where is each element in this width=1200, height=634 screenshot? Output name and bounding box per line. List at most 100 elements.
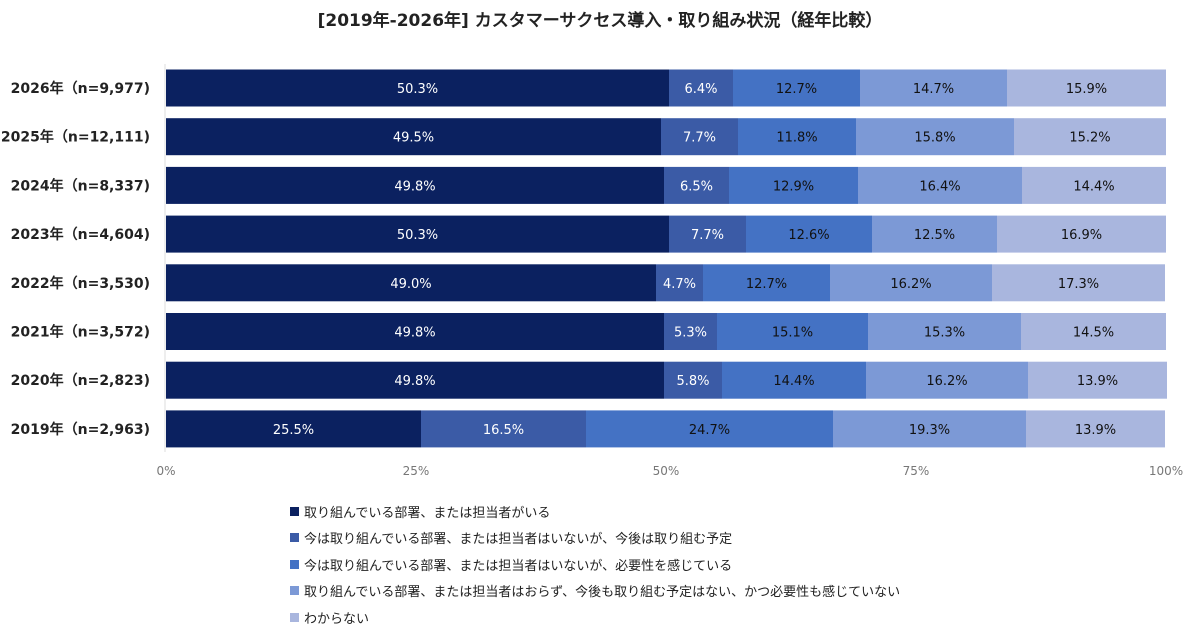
bar-segment	[992, 264, 1165, 302]
bar-segment	[746, 215, 872, 253]
data-label: 16.5%	[483, 423, 524, 438]
bar-segment	[661, 118, 738, 156]
data-label: 19.3%	[909, 423, 950, 438]
bar-segment	[722, 361, 866, 399]
data-label: 15.2%	[1069, 131, 1110, 146]
data-label: 25.5%	[273, 423, 314, 438]
legend-label: わからない	[304, 611, 370, 627]
category-label: 2023年（n=4,604)	[11, 226, 150, 243]
bar-segment	[664, 313, 717, 350]
bar-segment	[997, 215, 1166, 253]
bar-segment	[1007, 69, 1166, 107]
data-label: 15.9%	[1066, 82, 1107, 97]
category-label: 2025年（n=12,111)	[1, 129, 150, 146]
data-label: 12.9%	[773, 179, 814, 194]
bar-segment	[866, 361, 1028, 399]
x-tick-label: 50%	[653, 464, 680, 478]
data-label: 15.8%	[914, 131, 955, 146]
data-label: 12.7%	[746, 277, 787, 292]
bar-segment	[856, 118, 1014, 156]
bar-segment	[1021, 313, 1166, 350]
category-label: 2020年（n=2,823)	[11, 372, 150, 389]
data-label: 15.1%	[772, 326, 813, 341]
data-label: 13.9%	[1075, 423, 1116, 438]
data-label: 50.3%	[397, 228, 438, 243]
legend-label: 今は取り組んでいる部署、または担当者はいないが、今後は取り組む予定	[304, 532, 733, 548]
data-label: 24.7%	[689, 423, 730, 438]
data-label: 15.3%	[924, 326, 965, 341]
bar-segment	[166, 313, 664, 350]
legend-label: 取り組んでいる部署、または担当者はおらず、今後も取り組む予定はない、かつ必要性も…	[304, 585, 901, 601]
bar-segment	[868, 313, 1021, 350]
bar-segment	[166, 69, 669, 107]
data-label: 13.9%	[1077, 374, 1118, 389]
data-label: 14.7%	[913, 82, 954, 97]
bar-segment	[830, 264, 992, 302]
bar-segment	[858, 166, 1022, 204]
bar-segment	[664, 166, 729, 204]
legend-swatch	[290, 559, 299, 569]
bar-segment	[703, 264, 830, 302]
data-label: 7.7%	[683, 131, 716, 146]
bar-segment	[586, 410, 833, 448]
data-label: 50.3%	[397, 82, 438, 97]
data-label: 12.5%	[914, 228, 955, 243]
bar-segment	[833, 410, 1026, 448]
legend: 取り組んでいる部署、または担当者がいる 今は取り組んでいる部署、または担当者はいな…	[290, 498, 900, 631]
data-label: 11.8%	[776, 131, 817, 146]
data-label: 7.7%	[691, 228, 724, 243]
data-label: 16.4%	[919, 179, 960, 194]
bar-segment	[729, 166, 858, 204]
bar-segment	[669, 69, 733, 107]
legend-item: 今は取り組んでいる部署、または担当者はいないが、今後は取り組む予定	[290, 525, 900, 552]
x-tick-label: 0%	[156, 464, 175, 478]
bar-segment	[664, 361, 722, 399]
data-label: 12.7%	[776, 82, 817, 97]
legend-item: 取り組んでいる部署、または担当者がいる	[290, 498, 900, 525]
legend-item: 取り組んでいる部署、または担当者はおらず、今後も取り組む予定はない、かつ必要性も…	[290, 578, 900, 605]
legend-item: 今は取り組んでいる部署、または担当者はいないが、必要性を感じている	[290, 551, 900, 578]
category-label: 2021年（n=3,572)	[11, 324, 150, 341]
bar-segment	[733, 69, 860, 107]
x-tick-label: 75%	[903, 464, 930, 478]
legend-swatch	[290, 506, 299, 516]
bar-segment	[421, 410, 586, 448]
bar-segment	[166, 410, 421, 448]
bar-segment	[1014, 118, 1166, 156]
bar-segment	[860, 69, 1007, 107]
bar-segment	[166, 361, 664, 399]
data-label: 12.6%	[788, 228, 829, 243]
data-label: 16.2%	[890, 277, 931, 292]
bar-segment	[1022, 166, 1166, 204]
category-label: 2026年（n=9,977)	[11, 80, 150, 97]
bar-segment	[872, 215, 997, 253]
data-label: 5.8%	[676, 374, 709, 389]
data-label: 5.3%	[674, 326, 707, 341]
category-label: 2019年（n=2,963)	[11, 421, 150, 438]
data-label: 4.7%	[663, 277, 696, 292]
legend-swatch	[290, 586, 299, 596]
data-label: 6.5%	[680, 179, 713, 194]
chart-title: [2019年-2026年] カスタマーサクセス導入・取り組み状況（経年比較）	[317, 11, 883, 31]
category-label: 2022年（n=3,530)	[11, 275, 150, 292]
legend-item: わからない	[290, 604, 900, 631]
bar-segment	[1026, 410, 1165, 448]
bar-segment	[166, 118, 661, 156]
x-tick-label: 25%	[403, 464, 430, 478]
bar-segment	[669, 215, 746, 253]
bar-segment	[166, 264, 656, 302]
data-label: 14.4%	[773, 374, 814, 389]
data-label: 16.2%	[926, 374, 967, 389]
data-label: 49.5%	[393, 131, 434, 146]
data-label: 16.9%	[1061, 228, 1102, 243]
legend-swatch	[290, 533, 299, 543]
bar-segment	[166, 166, 664, 204]
data-label: 14.4%	[1073, 179, 1114, 194]
bar-segment	[166, 215, 669, 253]
legend-swatch	[290, 612, 299, 622]
data-label: 14.5%	[1073, 326, 1114, 341]
data-label: 49.0%	[390, 277, 431, 292]
bar-segment	[656, 264, 703, 302]
x-tick-label: 100%	[1149, 464, 1183, 478]
data-label: 6.4%	[684, 82, 717, 97]
